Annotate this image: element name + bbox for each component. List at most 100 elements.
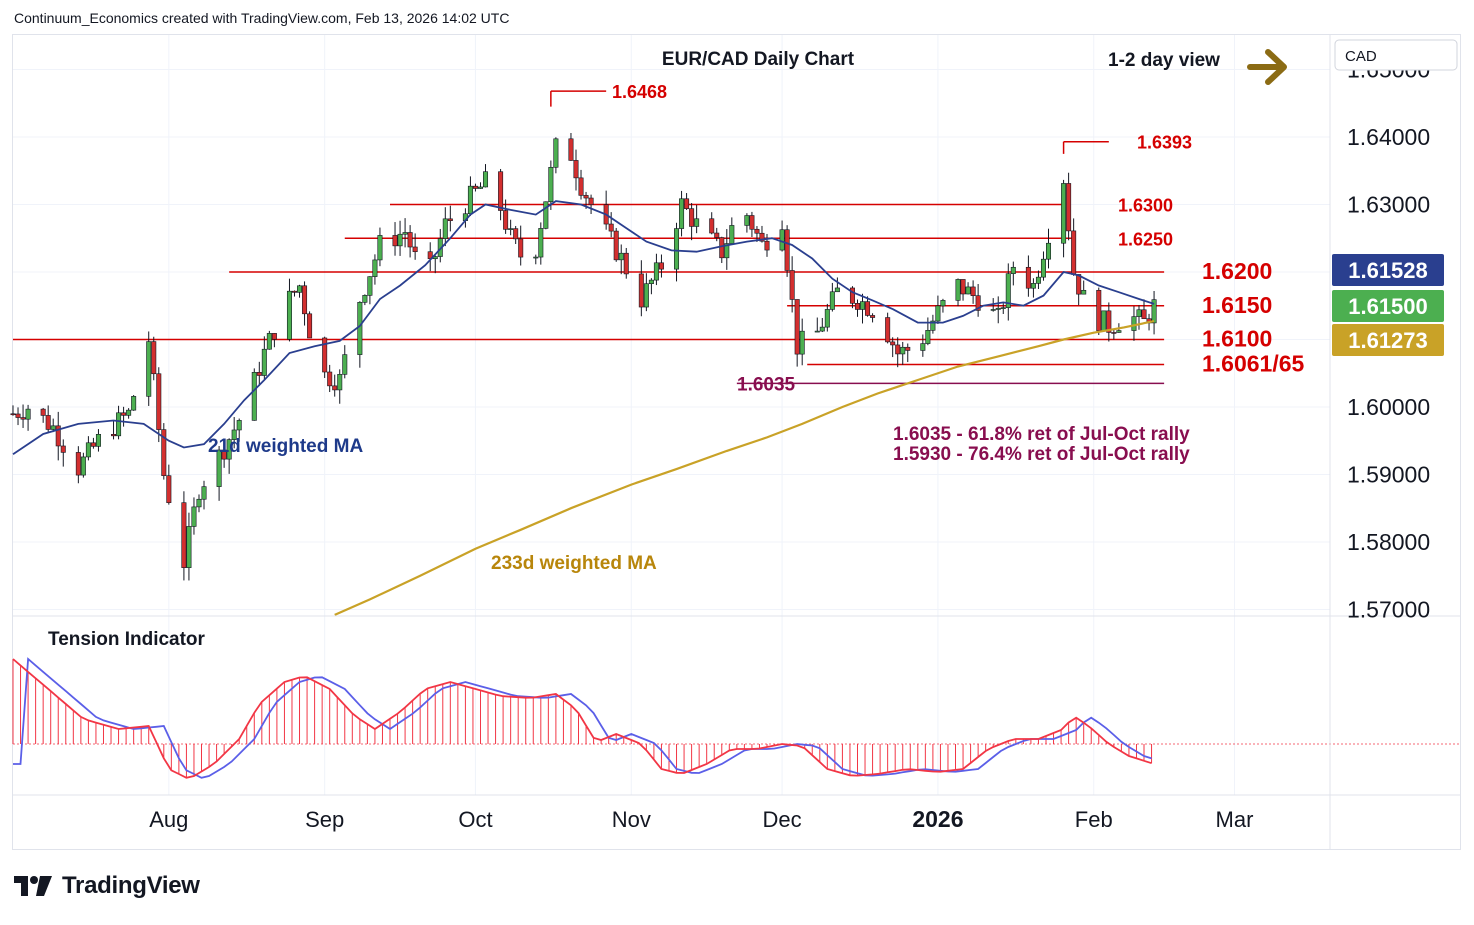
candle-body	[1071, 230, 1077, 275]
candle-body	[20, 417, 26, 420]
x-tick-label: 2026	[912, 806, 963, 832]
candle-body	[553, 138, 559, 168]
candle-body	[307, 313, 313, 339]
annotation: 1.5930 - 76.4% ret of Jul-Oct rally	[893, 444, 1190, 465]
ma233-line	[334, 320, 1155, 616]
candle-body	[578, 177, 584, 196]
candle-body	[623, 252, 629, 275]
candle-body	[784, 229, 790, 271]
candle-body	[895, 344, 901, 355]
candle-body	[196, 498, 202, 508]
candle-body	[940, 300, 946, 307]
candle-body	[568, 138, 574, 161]
candle-body	[689, 208, 695, 227]
currency-box[interactable]: CAD	[1334, 39, 1458, 71]
candle-body	[995, 307, 1001, 310]
candle-body	[40, 408, 46, 416]
candle-body	[472, 185, 478, 189]
candle-body	[151, 341, 157, 375]
price-tag-box	[1332, 324, 1444, 356]
y-tick-label: 1.64000	[1347, 124, 1430, 150]
candle-body	[1106, 310, 1112, 333]
candle-body	[483, 171, 489, 188]
candle-body	[1096, 289, 1102, 331]
candle-body	[25, 408, 31, 420]
candle-body	[226, 439, 232, 460]
candle-body	[1101, 310, 1107, 331]
candle-body	[116, 412, 122, 437]
candle-body	[729, 225, 735, 244]
candle-body	[749, 215, 755, 230]
candle-body	[1046, 242, 1052, 260]
candle-body	[925, 330, 931, 344]
candle-body	[658, 262, 664, 270]
tradingview-logo-icon	[14, 876, 52, 896]
candle-body	[256, 372, 262, 376]
candle-body	[503, 210, 509, 230]
candle-body	[1141, 309, 1147, 320]
candle-body	[412, 246, 418, 253]
candle-body	[201, 486, 207, 500]
level-label: 1.6300	[1118, 196, 1173, 216]
candle-body	[80, 456, 86, 476]
price-tag-label: 1.61528	[1348, 258, 1428, 283]
candle-body	[60, 445, 66, 453]
candle-body	[573, 160, 579, 179]
candle-body	[970, 286, 976, 296]
candle-body	[724, 243, 730, 259]
brand[interactable]: TradingView	[14, 872, 200, 900]
candle-body	[1081, 289, 1087, 295]
candle-body	[518, 238, 524, 258]
candle-body	[824, 309, 830, 328]
candle-body	[865, 301, 871, 316]
candle-body	[1076, 274, 1082, 295]
candle-body	[648, 279, 654, 285]
view-label: 1-2 day view	[1108, 50, 1220, 71]
candle-body	[392, 235, 398, 247]
candle-body	[191, 506, 197, 527]
candle-body	[146, 341, 152, 397]
candle-body	[608, 223, 614, 232]
candle-body	[90, 442, 96, 447]
candle-body	[905, 346, 911, 351]
level-label: 1.6100	[1202, 326, 1272, 352]
candle-body	[1010, 266, 1016, 274]
y-tick-label: 1.63000	[1347, 192, 1430, 218]
candle-body	[709, 218, 715, 234]
candle-body	[236, 420, 242, 431]
candle-body	[759, 232, 765, 242]
candle-body	[121, 412, 127, 416]
candle-body	[583, 195, 589, 199]
level-label: 1.6468	[612, 82, 667, 102]
candle-body	[819, 326, 825, 332]
candle-body	[1111, 332, 1117, 334]
candle-body	[291, 290, 297, 293]
candle-body	[302, 285, 308, 315]
candle-body	[442, 218, 448, 239]
candle-body	[1061, 183, 1067, 244]
candle-body	[1151, 299, 1157, 324]
x-tick-label: Sep	[305, 807, 344, 832]
candle-body	[854, 303, 860, 310]
candle-body	[1025, 266, 1031, 289]
x-tick-label: Dec	[763, 807, 802, 832]
candle-body	[231, 429, 237, 440]
chart-frame	[12, 34, 1461, 850]
candle-body	[50, 425, 56, 430]
price-tag-label: 1.61500	[1348, 294, 1428, 319]
candle-body	[261, 348, 267, 376]
candle-body	[799, 330, 805, 355]
candle-body	[794, 299, 800, 355]
y-tick-label: 1.60000	[1347, 394, 1430, 420]
candle-body	[156, 373, 162, 430]
candle-body	[714, 232, 720, 238]
x-tick-label: Feb	[1075, 807, 1113, 832]
candle-body	[829, 291, 835, 310]
candle-body	[1035, 276, 1041, 284]
candle-body	[95, 434, 101, 447]
level-label: 1.6061/65	[1202, 350, 1305, 376]
candle-body	[764, 240, 770, 251]
candle-body	[890, 341, 896, 346]
candle-body	[679, 198, 685, 229]
